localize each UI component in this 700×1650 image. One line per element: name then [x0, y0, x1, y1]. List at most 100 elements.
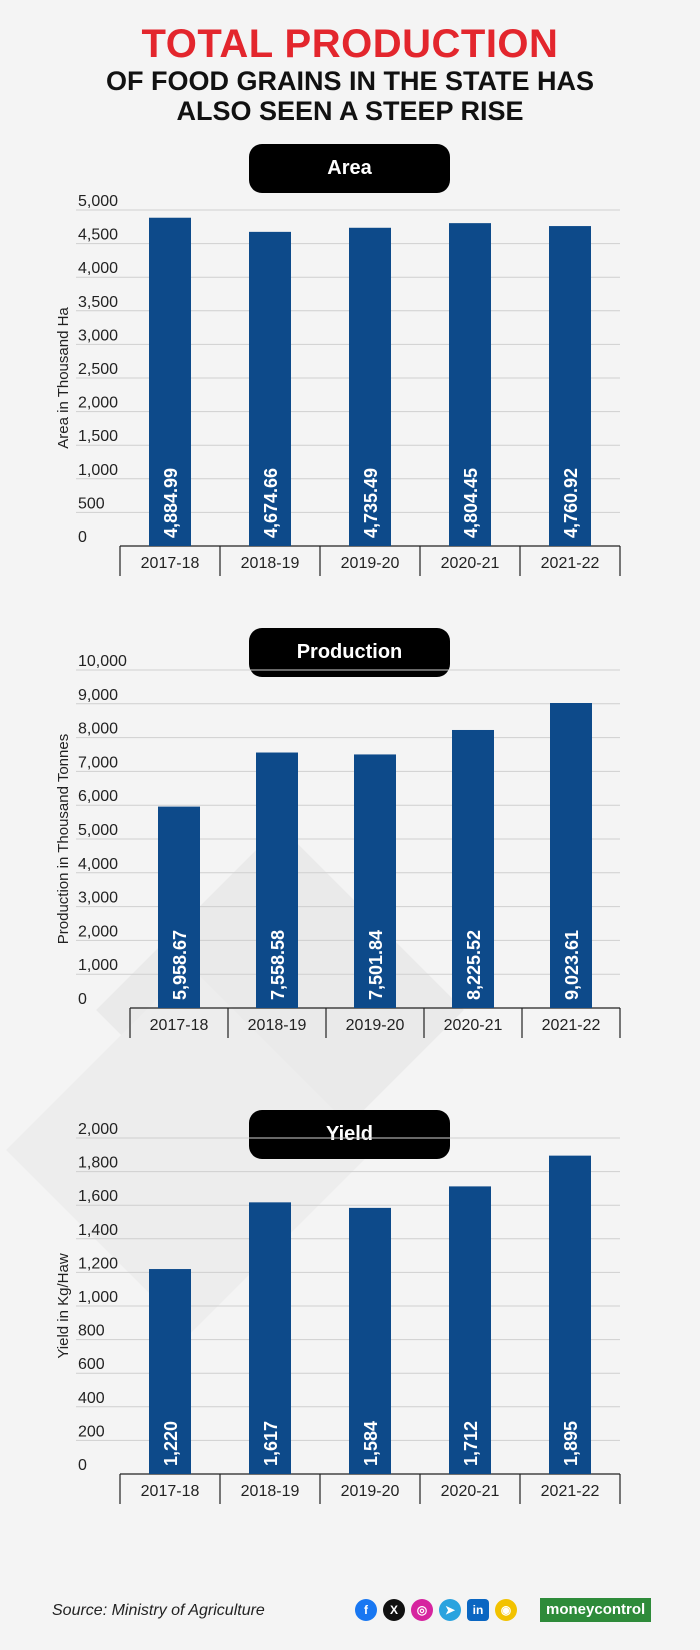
x-tick-label: 2017-18: [150, 1017, 209, 1034]
social-icons: f X ◎ ➤ in ◉: [355, 1599, 523, 1621]
bar: [449, 1186, 491, 1474]
x-tick-label: 2019-20: [341, 1483, 400, 1500]
bar-value-label: 4,674.66: [261, 468, 281, 538]
x-tick-label: 2019-20: [341, 555, 400, 572]
y-tick-label: 4,500: [78, 227, 118, 244]
page-subtitle-line-1: OF FOOD GRAINS IN THE STATE HAS: [105, 66, 594, 96]
y-tick-label: 5,000: [78, 822, 118, 839]
y-tick-label: 0: [78, 991, 87, 1008]
instagram-icon[interactable]: ◎: [411, 1599, 433, 1621]
y-tick-label: 1,500: [78, 428, 118, 445]
y-tick-label: 600: [78, 1356, 105, 1373]
x-tick-label: 2017-18: [141, 555, 200, 572]
bar-value-label: 1,584: [361, 1421, 381, 1466]
y-tick-label: 7,000: [78, 754, 118, 771]
production-chart-title: Production: [249, 628, 450, 677]
y-tick-label: 9,000: [78, 687, 118, 704]
bar-value-label: 1,220: [161, 1421, 181, 1466]
bar-value-label: 7,558.58: [268, 930, 288, 1000]
bar-value-label: 7,501.84: [366, 930, 386, 1000]
y-tick-label: 200: [78, 1423, 105, 1440]
x-tick-label: 2021-22: [542, 1017, 601, 1034]
brand-logo: moneycontrol: [540, 1598, 652, 1622]
header: TOTAL PRODUCTION OF FOOD GRAINS IN THE S…: [0, 22, 700, 126]
bar: [349, 1207, 391, 1474]
bar: [249, 231, 291, 546]
y-tick-label: 1,000: [78, 957, 118, 974]
x-tick-label: 2020-21: [441, 555, 500, 572]
y-tick-label: 10,000: [78, 653, 127, 670]
telegram-icon[interactable]: ➤: [439, 1599, 461, 1621]
y-tick-label: 400: [78, 1390, 105, 1407]
y-axis-label: Production in Thousand Tonnes: [55, 734, 72, 944]
bar: [256, 752, 298, 1008]
y-axis-label: Area in Thousand Ha: [55, 307, 72, 449]
bar: [349, 227, 391, 546]
y-tick-label: 1,000: [78, 462, 118, 479]
y-tick-label: 0: [78, 1457, 87, 1474]
y-tick-label: 2,000: [78, 923, 118, 940]
production-chart: 0 1,000 2,000 3,000 4,000 5,000 6,000 7,000 8,00…: [55, 653, 621, 1038]
area-chart: 0 500 1,000 1,500 2,000 2,500 3,000 3,500 4,000 4…: [55, 193, 621, 576]
x-tick-label: 2020-21: [444, 1017, 503, 1034]
bar: [249, 1202, 291, 1474]
snapchat-icon[interactable]: ◉: [495, 1599, 517, 1621]
area-chart-title: Area: [249, 144, 450, 193]
bar-value-label: 4,804.45: [461, 468, 481, 538]
linkedin-icon[interactable]: in: [467, 1599, 489, 1621]
x-tick-label: 2018-19: [241, 555, 300, 572]
bar-value-label: 4,884.99: [161, 468, 181, 538]
y-tick-label: 4,000: [78, 260, 118, 277]
x-tick-label: 2018-19: [248, 1017, 307, 1034]
source-note: Source: Ministry of Agriculture: [52, 1602, 265, 1619]
y-tick-label: 5,000: [78, 193, 118, 210]
facebook-icon[interactable]: f: [355, 1599, 377, 1621]
y-tick-label: 500: [78, 495, 105, 512]
bar-value-label: 4,760.92: [561, 468, 581, 538]
y-tick-label: 0: [78, 529, 87, 546]
x-tick-label: 2019-20: [346, 1017, 405, 1034]
bar-value-label: 8,225.52: [464, 930, 484, 1000]
y-tick-label: 4,000: [78, 856, 118, 873]
x-tick-label: 2017-18: [141, 1483, 200, 1500]
y-tick-label: 6,000: [78, 788, 118, 805]
bar-value-label: 1,895: [561, 1421, 581, 1466]
x-tick-label: 2021-22: [541, 555, 600, 572]
page-subtitle-line-2: ALSO SEEN A STEEP RISE: [176, 96, 524, 126]
bar: [449, 223, 491, 546]
y-tick-label: 3,000: [78, 890, 118, 907]
x-tick-label: 2020-21: [441, 1483, 500, 1500]
y-tick-label: 8,000: [78, 721, 118, 738]
bar: [452, 729, 494, 1008]
bar-value-label: 5,958.67: [170, 930, 190, 1000]
bar: [549, 226, 591, 547]
bar-value-label: 1,712: [461, 1421, 481, 1466]
y-tick-label: 3,000: [78, 327, 118, 344]
page-title: TOTAL PRODUCTION: [141, 22, 559, 66]
y-tick-label: 800: [78, 1323, 105, 1340]
y-tick-label: 1,600: [78, 1188, 118, 1205]
x-tick-label: 2018-19: [241, 1483, 300, 1500]
x-tick-label: 2021-22: [541, 1483, 600, 1500]
bar: [149, 1269, 191, 1474]
bar: [158, 806, 200, 1008]
bar: [550, 703, 592, 1008]
bar: [149, 217, 191, 546]
yield-chart: 0 200 400 600 800 1,000 1,200 1,400 1,600 1,800 2,…: [55, 1121, 621, 1504]
bar-value-label: 4,735.49: [361, 468, 381, 538]
bar-value-label: 9,023.61: [562, 930, 582, 1000]
y-tick-label: 3,500: [78, 294, 118, 311]
y-axis-label: Yield in Kg/Haw: [55, 1253, 72, 1358]
y-tick-label: 1,400: [78, 1222, 118, 1239]
y-tick-label: 2,000: [78, 1121, 118, 1138]
bar-value-label: 1,617: [261, 1421, 281, 1466]
y-tick-label: 2,500: [78, 361, 118, 378]
x-icon[interactable]: X: [383, 1599, 405, 1621]
y-tick-label: 1,800: [78, 1155, 118, 1172]
bar: [549, 1155, 591, 1474]
bar: [354, 754, 396, 1008]
y-tick-label: 1,200: [78, 1255, 118, 1272]
yield-chart-title: Yield: [249, 1110, 450, 1159]
y-tick-label: 1,000: [78, 1289, 118, 1306]
y-tick-label: 2,000: [78, 395, 118, 412]
